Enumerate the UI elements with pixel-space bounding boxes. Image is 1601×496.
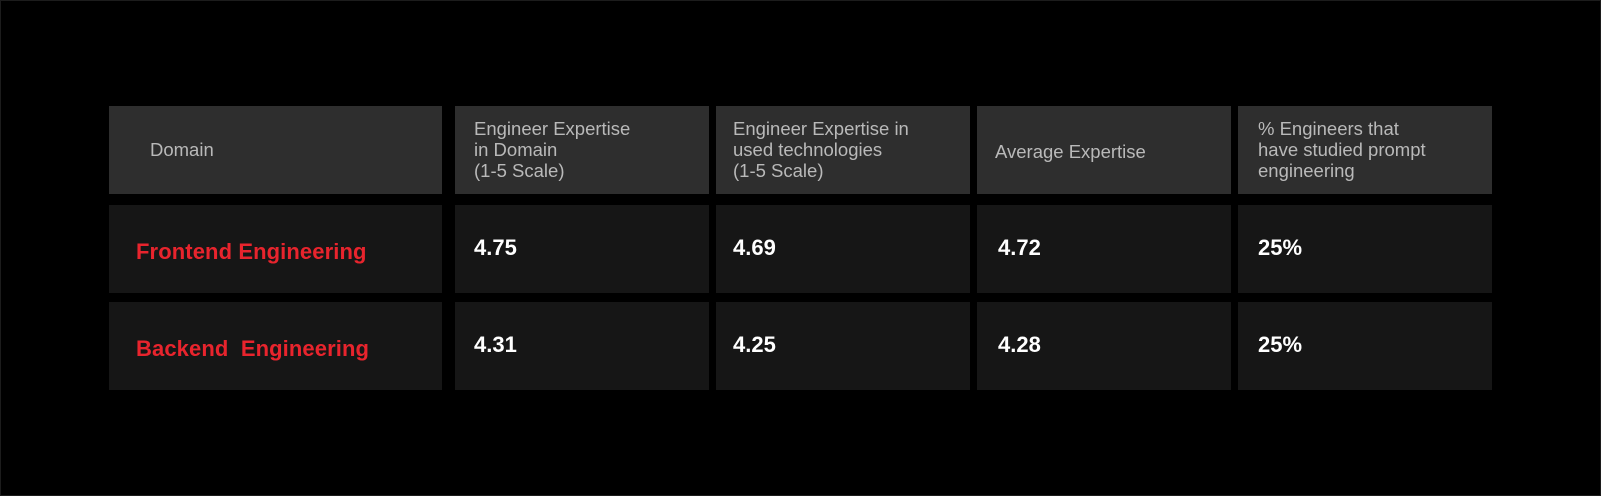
value-domain-expertise: 4.31	[474, 332, 517, 357]
header-cell-prompt-engineering: % Engineers that have studied prompt eng…	[1238, 106, 1492, 194]
header-cell-average-expertise: Average Expertise	[977, 106, 1231, 194]
table-row-frontend-domain: Frontend Engineering	[109, 205, 442, 293]
table-row-backend-domain: Backend Engineering	[109, 302, 442, 390]
value-prompt-engineering: 25%	[1258, 332, 1303, 357]
table-cell: 4.75	[455, 205, 709, 293]
domain-label: Backend Engineering	[136, 336, 370, 361]
table-cell: 25%	[1238, 205, 1492, 293]
header-label-prompt-engineering: % Engineers that have studied prompt eng…	[1258, 118, 1426, 181]
table-cell: 25%	[1238, 302, 1492, 390]
header-label-technology-expertise: Engineer Expertise in used technologies …	[733, 118, 909, 181]
header-label-average-expertise: Average Expertise	[995, 141, 1146, 162]
table-cell: 4.31	[455, 302, 709, 390]
header-cell-domain: Domain	[109, 106, 442, 194]
header-cell-domain-expertise: Engineer Expertise in Domain (1-5 Scale)	[455, 106, 709, 194]
header-label-domain-expertise: Engineer Expertise in Domain (1-5 Scale)	[474, 118, 631, 181]
header-cell-technology-expertise: Engineer Expertise in used technologies …	[716, 106, 970, 194]
domain-label: Frontend Engineering	[136, 239, 367, 264]
table-cell: 4.72	[977, 205, 1231, 293]
value-technology-expertise: 4.25	[733, 332, 776, 357]
header-label-domain: Domain	[150, 139, 214, 160]
table-cell: 4.69	[716, 205, 970, 293]
table-cell: 4.25	[716, 302, 970, 390]
table-cell: 4.28	[977, 302, 1231, 390]
value-prompt-engineering: 25%	[1258, 235, 1303, 260]
value-average-expertise: 4.28	[998, 332, 1041, 357]
value-technology-expertise: 4.69	[733, 235, 776, 260]
value-domain-expertise: 4.75	[474, 235, 517, 260]
value-average-expertise: 4.72	[998, 235, 1041, 260]
